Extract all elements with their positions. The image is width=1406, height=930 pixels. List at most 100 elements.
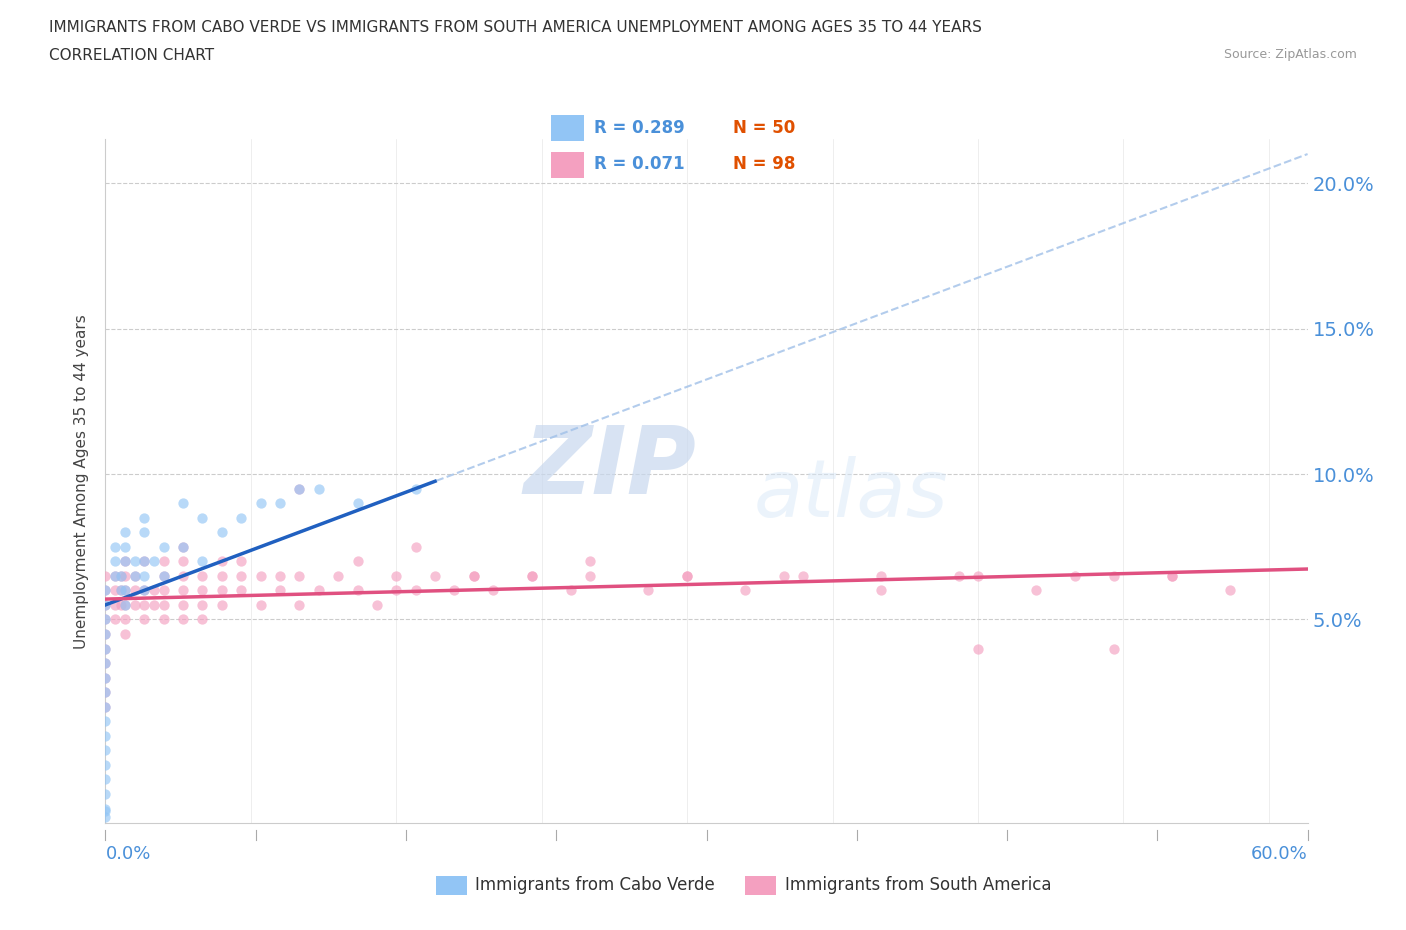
Point — [94, 583, 117, 598]
Y-axis label: Unemployment Among Ages 35 to 44 years: Unemployment Among Ages 35 to 44 years — [75, 314, 90, 648]
Point — [124, 583, 146, 598]
Point — [191, 583, 214, 598]
Point — [94, 656, 117, 671]
Point — [249, 597, 271, 612]
Point — [792, 568, 814, 583]
Point — [191, 511, 214, 525]
Point — [288, 481, 311, 496]
Point — [870, 583, 893, 598]
Point — [172, 583, 194, 598]
Point — [405, 583, 427, 598]
Point — [114, 597, 136, 612]
Point — [104, 554, 127, 569]
Point — [211, 597, 233, 612]
Point — [114, 539, 136, 554]
Point — [94, 597, 117, 612]
Point — [385, 583, 408, 598]
Point — [249, 568, 271, 583]
Point — [269, 496, 291, 511]
Point — [249, 496, 271, 511]
Point — [269, 583, 291, 598]
Point — [94, 568, 117, 583]
FancyBboxPatch shape — [551, 115, 585, 141]
Point — [94, 728, 117, 743]
Point — [288, 597, 311, 612]
Point — [94, 804, 117, 818]
Point — [520, 568, 543, 583]
Point — [231, 583, 253, 598]
Point — [405, 539, 427, 554]
Point — [110, 597, 132, 612]
Point — [134, 583, 156, 598]
Point — [1064, 568, 1087, 583]
Point — [104, 568, 127, 583]
Point — [124, 568, 146, 583]
Point — [172, 568, 194, 583]
Text: N = 50: N = 50 — [733, 119, 796, 137]
Point — [94, 641, 117, 656]
Point — [124, 554, 146, 569]
Point — [124, 568, 146, 583]
Point — [676, 568, 699, 583]
Point — [269, 568, 291, 583]
Point — [104, 597, 127, 612]
Point — [142, 583, 165, 598]
Point — [1102, 568, 1125, 583]
Point — [114, 583, 136, 598]
Point — [1160, 568, 1182, 583]
Point — [152, 568, 174, 583]
Point — [231, 568, 253, 583]
Point — [124, 597, 146, 612]
Point — [1102, 641, 1125, 656]
Point — [346, 554, 368, 569]
Point — [579, 554, 602, 569]
Point — [94, 714, 117, 729]
Point — [423, 568, 446, 583]
Point — [948, 568, 970, 583]
Point — [152, 568, 174, 583]
Point — [560, 583, 582, 598]
Point — [94, 757, 117, 772]
Point — [1160, 568, 1182, 583]
Text: 60.0%: 60.0% — [1251, 844, 1308, 863]
Text: Immigrants from Cabo Verde: Immigrants from Cabo Verde — [475, 876, 716, 895]
Point — [346, 583, 368, 598]
Point — [110, 568, 132, 583]
Point — [104, 539, 127, 554]
Point — [94, 583, 117, 598]
Point — [94, 641, 117, 656]
Point — [172, 539, 194, 554]
Text: 0.0%: 0.0% — [105, 844, 150, 863]
Point — [172, 539, 194, 554]
Point — [152, 539, 174, 554]
Point — [114, 568, 136, 583]
Point — [191, 597, 214, 612]
Point — [967, 568, 990, 583]
Text: IMMIGRANTS FROM CABO VERDE VS IMMIGRANTS FROM SOUTH AMERICA UNEMPLOYMENT AMONG A: IMMIGRANTS FROM CABO VERDE VS IMMIGRANTS… — [49, 20, 981, 35]
Text: N = 98: N = 98 — [733, 155, 796, 173]
Text: R = 0.071: R = 0.071 — [595, 155, 685, 173]
Point — [463, 568, 485, 583]
Point — [104, 568, 127, 583]
Point — [134, 554, 156, 569]
Point — [94, 612, 117, 627]
Point — [94, 597, 117, 612]
Point — [94, 699, 117, 714]
Point — [346, 496, 368, 511]
Point — [211, 525, 233, 539]
Point — [94, 627, 117, 642]
Point — [870, 568, 893, 583]
Point — [231, 554, 253, 569]
Point — [172, 597, 194, 612]
Point — [734, 583, 756, 598]
Point — [134, 597, 156, 612]
Point — [134, 554, 156, 569]
Point — [94, 801, 117, 816]
Point — [94, 671, 117, 685]
Point — [967, 641, 990, 656]
Point — [94, 684, 117, 699]
Point — [191, 612, 214, 627]
Point — [114, 554, 136, 569]
Point — [94, 684, 117, 699]
Point — [308, 583, 330, 598]
